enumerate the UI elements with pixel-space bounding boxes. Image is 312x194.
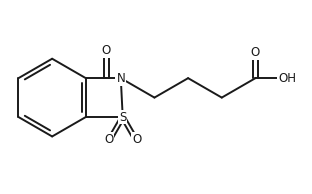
Text: S: S — [119, 111, 126, 124]
Text: O: O — [132, 133, 141, 146]
Text: N: N — [116, 72, 125, 85]
Text: O: O — [104, 133, 113, 146]
Text: O: O — [251, 46, 260, 59]
Text: OH: OH — [278, 72, 296, 85]
Text: O: O — [102, 44, 111, 57]
